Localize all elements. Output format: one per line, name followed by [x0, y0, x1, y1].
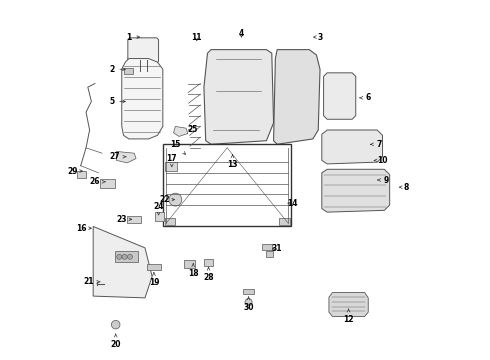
Circle shape	[122, 254, 127, 259]
Text: 6: 6	[360, 93, 371, 102]
Text: 23: 23	[117, 215, 132, 224]
Text: 27: 27	[110, 152, 126, 161]
Bar	[100, 179, 115, 188]
Text: 8: 8	[399, 183, 409, 192]
Text: 10: 10	[374, 156, 388, 165]
Bar	[267, 251, 273, 257]
Text: 29: 29	[67, 167, 82, 176]
Text: 13: 13	[227, 155, 238, 170]
Text: 1: 1	[126, 33, 140, 42]
Text: 31: 31	[271, 244, 282, 253]
Bar	[163, 144, 292, 226]
Polygon shape	[322, 169, 390, 212]
Polygon shape	[204, 50, 273, 144]
Bar	[243, 289, 254, 294]
Text: 25: 25	[188, 126, 198, 135]
Text: 11: 11	[192, 33, 202, 42]
Text: 15: 15	[170, 140, 186, 154]
FancyBboxPatch shape	[128, 38, 159, 63]
Text: 20: 20	[110, 334, 121, 349]
Text: 22: 22	[159, 195, 174, 204]
Text: 19: 19	[148, 273, 159, 287]
Text: 30: 30	[244, 297, 254, 312]
Polygon shape	[323, 73, 356, 119]
Bar	[77, 171, 86, 178]
Text: 21: 21	[84, 277, 100, 286]
Bar	[155, 212, 164, 221]
Circle shape	[111, 320, 120, 329]
Text: 14: 14	[287, 199, 297, 208]
Text: 18: 18	[188, 264, 198, 278]
Bar	[115, 251, 138, 262]
Bar	[262, 244, 272, 249]
Text: 5: 5	[109, 97, 125, 106]
Polygon shape	[117, 152, 136, 163]
Text: 9: 9	[378, 176, 389, 185]
Polygon shape	[93, 226, 152, 298]
Polygon shape	[329, 293, 368, 316]
Text: 28: 28	[203, 267, 214, 282]
Bar	[279, 218, 290, 225]
Bar	[204, 259, 213, 266]
Polygon shape	[173, 126, 188, 136]
Text: 4: 4	[239, 29, 244, 38]
Text: 3: 3	[314, 33, 322, 42]
Circle shape	[127, 254, 132, 259]
Text: 7: 7	[370, 140, 382, 149]
Text: 26: 26	[89, 177, 105, 186]
Bar	[127, 216, 142, 223]
Text: 16: 16	[76, 224, 91, 233]
Circle shape	[245, 298, 252, 306]
Text: 2: 2	[109, 65, 125, 74]
Text: 24: 24	[153, 202, 164, 215]
Bar	[165, 218, 175, 225]
Text: 12: 12	[343, 309, 354, 324]
Bar	[184, 260, 195, 267]
Text: 17: 17	[167, 154, 177, 167]
Bar	[147, 264, 161, 270]
Polygon shape	[322, 130, 383, 164]
Bar	[165, 162, 177, 171]
Bar	[124, 68, 133, 73]
Circle shape	[117, 254, 122, 259]
Circle shape	[169, 193, 182, 206]
Polygon shape	[273, 50, 320, 144]
Polygon shape	[122, 59, 163, 139]
